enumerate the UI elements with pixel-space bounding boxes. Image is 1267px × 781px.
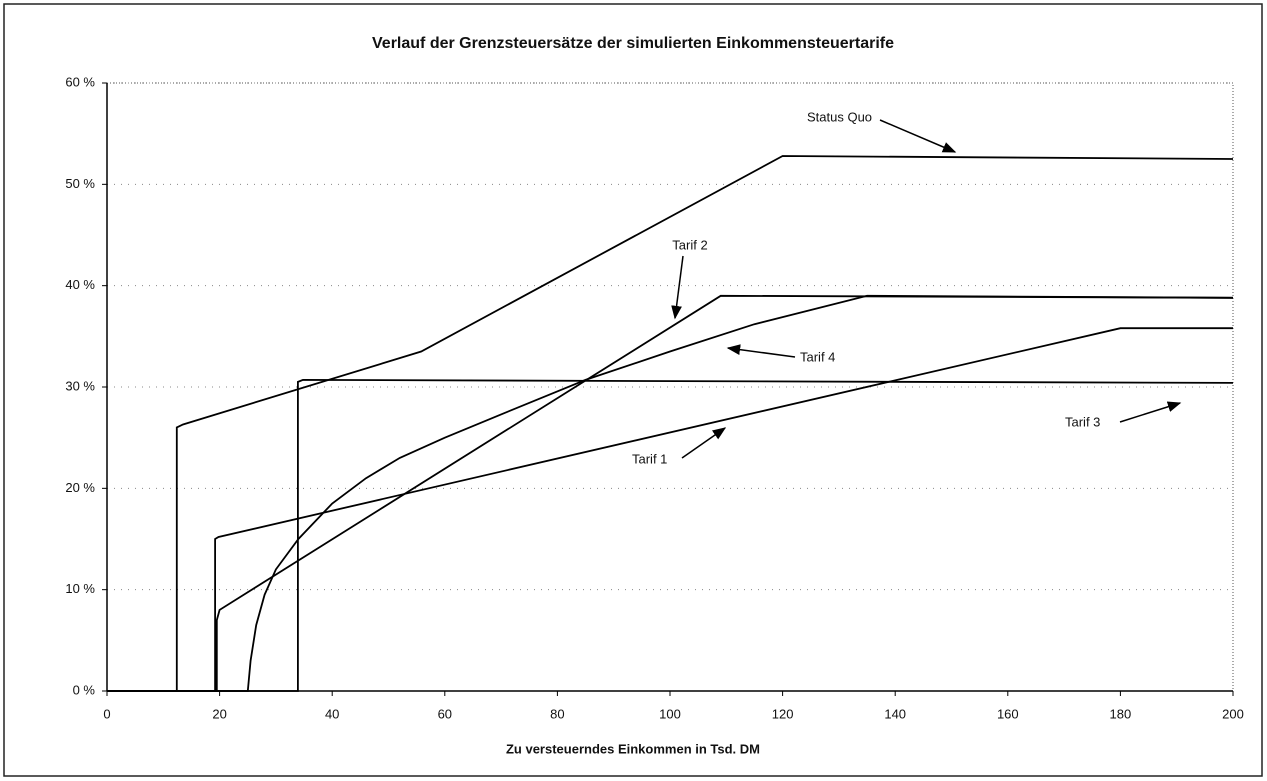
y-tick-label: 50 % — [65, 176, 95, 191]
x-tick-label: 80 — [550, 706, 564, 721]
annotation-arrow — [1119, 401, 1182, 423]
frame — [3, 3, 1263, 777]
series-line — [107, 378, 1234, 692]
annotation: Tarif 1 — [632, 451, 667, 466]
y-tick-label: 10 % — [65, 581, 95, 596]
x-tick-label: 0 — [103, 706, 110, 721]
x-tick-label: 40 — [325, 706, 339, 721]
x-tick-label: 100 — [659, 706, 681, 721]
y-tick-label: 40 % — [65, 277, 95, 292]
x-tick-label: 120 — [772, 706, 794, 721]
chart-title: Verlauf der Grenzsteuersätze der simulie… — [372, 35, 894, 52]
annotation: Status Quo — [807, 109, 872, 124]
annotation: Tarif 3 — [1065, 414, 1100, 429]
x-axis-title: Zu versteuerndes Einkommen in Tsd. DM — [506, 741, 760, 756]
x-tick-label: 160 — [997, 706, 1019, 721]
y-tick-label: 0 % — [73, 682, 96, 697]
y-tick-label: 60 % — [65, 74, 95, 89]
x-tick-label: 200 — [1222, 706, 1244, 721]
annotation: Tarif 2 — [672, 237, 707, 252]
annotation-arrow — [681, 427, 727, 459]
series-line — [107, 294, 1234, 692]
x-tick-label: 180 — [1110, 706, 1132, 721]
annotation-arrow — [726, 344, 796, 358]
annotation-arrow — [879, 119, 957, 153]
y-tick-label: 20 % — [65, 480, 95, 495]
x-tick-label: 60 — [438, 706, 452, 721]
x-tick-label: 20 — [212, 706, 226, 721]
x-tick-label: 140 — [884, 706, 906, 721]
annotation: Tarif 4 — [800, 349, 835, 364]
annotation-arrow — [671, 255, 684, 320]
y-tick-label: 30 % — [65, 378, 95, 393]
